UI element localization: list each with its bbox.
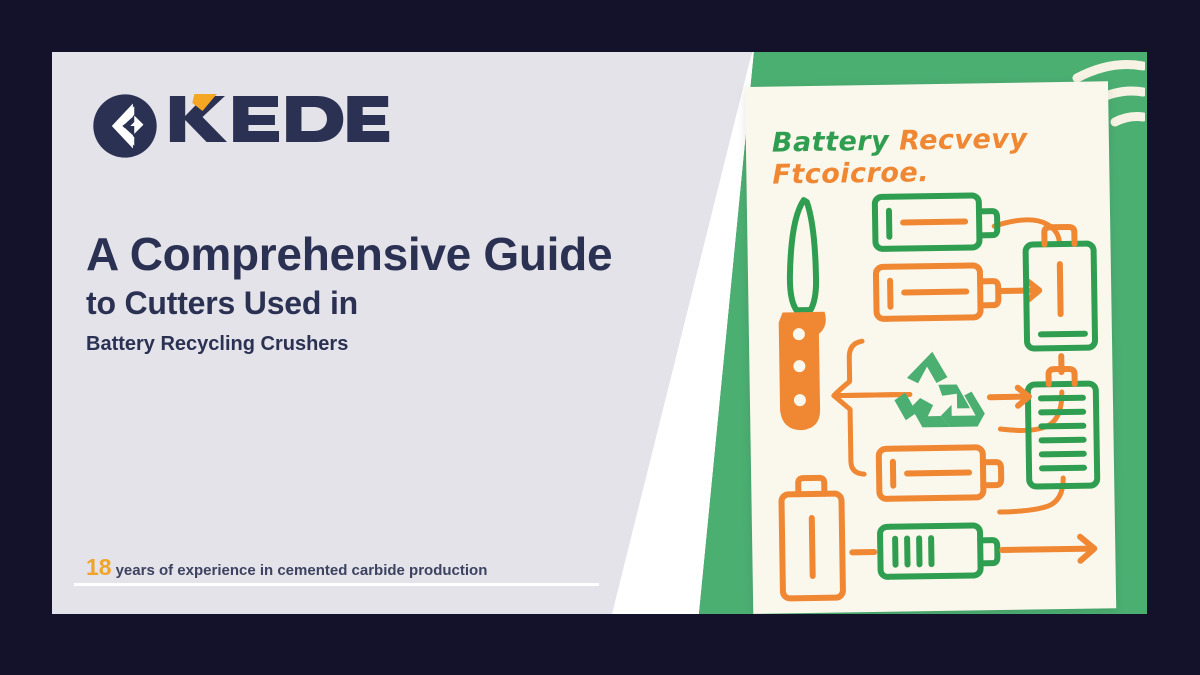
handwritten-word-2: Recvevy [898, 123, 1028, 157]
title-line-1: A Comprehensive Guide [86, 228, 613, 280]
arrow-right-mid-icon [986, 384, 1032, 409]
experience-text: years of experience in cemented carbide … [115, 562, 488, 579]
battery-recycling-diagram [778, 192, 1101, 602]
battery-bottom-green-icon [877, 522, 1001, 580]
battery-right-charged-icon [1024, 365, 1101, 490]
handwritten-line-1: Battery Recvevy [772, 124, 1072, 159]
experience-years: 18 [86, 554, 112, 580]
brand-logo[interactable] [92, 90, 390, 161]
battery-top-green-icon [871, 192, 1001, 252]
arrow-right-upper-icon [997, 278, 1043, 303]
logo-wordmark [166, 90, 390, 161]
recycle-symbol-icon [894, 351, 985, 428]
footer-tagline: 18 years of experience in cemented carbi… [86, 554, 487, 581]
title-block: A Comprehensive Guide to Cutters Used in… [86, 230, 696, 357]
battery-bottom-orange-icon [778, 474, 846, 602]
battery-right-green-icon [1022, 223, 1099, 352]
left-content-panel [52, 52, 752, 614]
title-line-2: to Cutters Used in [86, 284, 358, 321]
arrow-right-bottom-icon [999, 533, 1098, 564]
battery-lower-orange-icon [875, 444, 1005, 502]
title-line-3: Battery Recycling Crushers [86, 332, 349, 355]
footer-divider-line [74, 583, 599, 586]
kedel-wordmark-icon [169, 94, 390, 142]
illustration-card: Battery Recvevy Ftcoicroe. [745, 81, 1117, 614]
kedel-emblem-icon [93, 93, 157, 158]
knife-blade-icon [786, 197, 820, 314]
handwritten-word-1: Battery [771, 125, 890, 159]
battery-mid-orange-icon [872, 262, 1002, 322]
presentation-slide: A Comprehensive Guide to Cutters Used in… [52, 52, 1147, 614]
knife-handle-icon [778, 311, 826, 431]
